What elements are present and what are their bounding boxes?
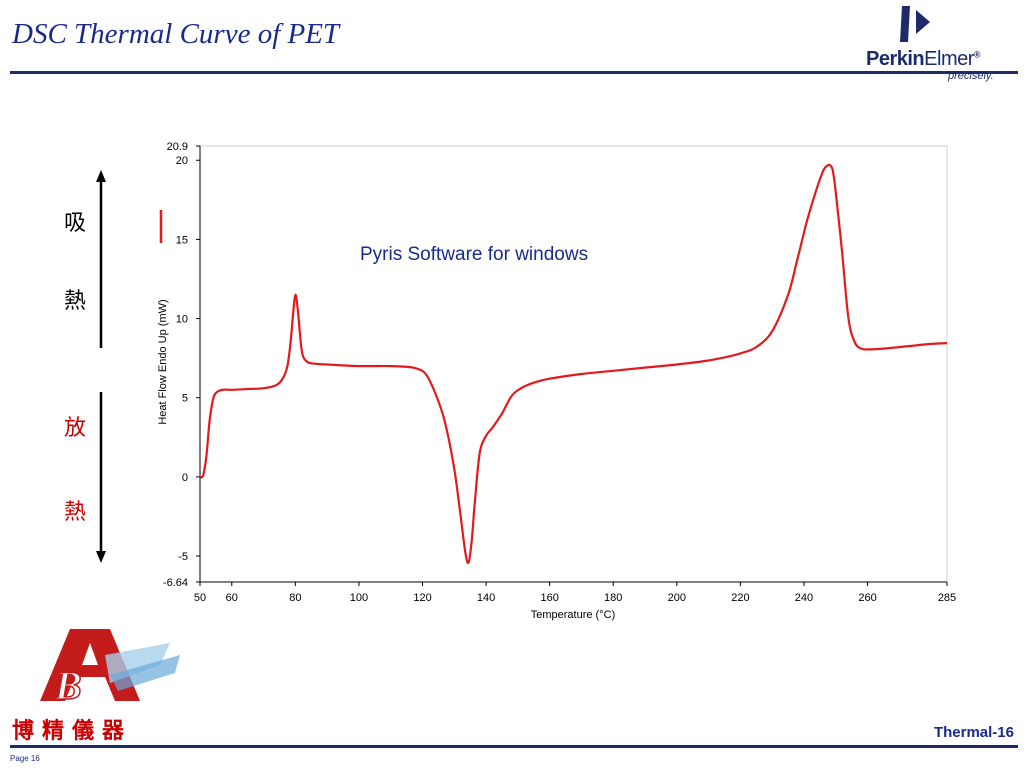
x-tick-label: 160 xyxy=(540,592,558,604)
series-line-heat-flow xyxy=(199,163,948,565)
x-tick-label: 180 xyxy=(604,592,622,604)
perkinelmer-tagline: precisely. xyxy=(948,70,994,82)
y-tick-label: 20 xyxy=(176,155,188,167)
x-tick-label: 140 xyxy=(477,592,495,604)
company-logo: B 博精儀器 xyxy=(10,625,180,744)
exothermic-label-char-2: 熱 xyxy=(64,500,87,525)
x-tick-label: 240 xyxy=(795,592,813,604)
svg-text:B: B xyxy=(54,663,82,708)
y-tick-label: 15 xyxy=(176,234,188,246)
y-tick-label: -6.64 xyxy=(163,577,188,589)
x-axis-label: Temperature (°C) xyxy=(531,609,615,621)
x-tick-label: 200 xyxy=(668,592,686,604)
endothermic-arrow xyxy=(96,170,106,348)
x-tick-label: 60 xyxy=(226,592,238,604)
x-tick-label: 100 xyxy=(350,592,368,604)
endothermic-label-char-2: 熱 xyxy=(64,289,87,314)
y-tick-label: 5 xyxy=(182,393,188,405)
perkinelmer-logo: PerkinElmer® precisely. xyxy=(862,4,1022,82)
y-axis-label: Heat Flow Endo Up (mW) xyxy=(157,299,169,424)
x-tick-label: 260 xyxy=(858,592,876,604)
x-tick-label: 220 xyxy=(731,592,749,604)
title-rule xyxy=(10,71,1018,74)
page-label: Page 16 xyxy=(10,754,40,763)
chart-annotation: Pyris Software for windows xyxy=(360,244,588,265)
x-axis-ticks: 50 60 80 100 120 140 160 180 200 220 240 260 285 xyxy=(194,582,956,604)
company-name: 博精儀器 xyxy=(12,718,133,744)
x-tick-label: 285 xyxy=(938,592,956,604)
x-tick-label: 120 xyxy=(413,592,431,604)
y-tick-label: 0 xyxy=(182,472,188,484)
y-tick-label: 10 xyxy=(176,314,188,326)
slide-title: DSC Thermal Curve of PET xyxy=(12,18,340,50)
x-tick-label: 50 xyxy=(194,592,206,604)
y-tick-label: 20.9 xyxy=(167,141,188,153)
endothermic-label-char-1: 吸 xyxy=(64,211,87,236)
footer-rule xyxy=(10,745,1018,748)
y-axis-ticks: -6.64 -5 0 5 10 15 20 20.9 xyxy=(163,141,200,589)
y-tick-label: -5 xyxy=(178,551,188,563)
perkinelmer-mark-icon xyxy=(900,6,930,42)
company-logo-mark-icon: B xyxy=(40,629,180,709)
perkinelmer-wordmark: PerkinElmer® xyxy=(866,48,981,70)
slide-number: Thermal-16 xyxy=(933,724,1014,741)
exothermic-label-char-1: 放 xyxy=(64,416,87,441)
x-tick-label: 80 xyxy=(289,592,301,604)
exothermic-arrow xyxy=(96,392,106,563)
